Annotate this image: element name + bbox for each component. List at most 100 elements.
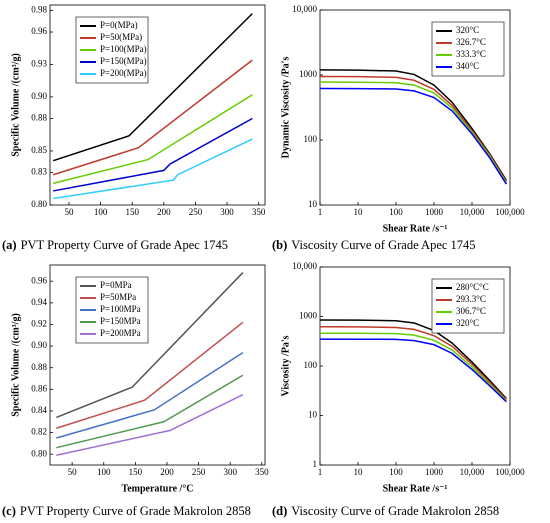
y-tick-label: 0.85 bbox=[31, 145, 47, 155]
legend-label: P=100MPa bbox=[100, 304, 141, 314]
y-tick-label: 100 bbox=[304, 134, 318, 144]
series-line bbox=[56, 351, 244, 439]
y-tick-label: 0.88 bbox=[31, 362, 47, 372]
x-tick-label: 10,000 bbox=[460, 207, 485, 217]
legend-label: P=200MPa bbox=[100, 328, 141, 338]
y-tick-label: 0.82 bbox=[31, 427, 47, 437]
legend-label: 306.7°C bbox=[456, 306, 486, 316]
y-tick-label: 0.90 bbox=[31, 91, 47, 101]
x-tick-label: 1 bbox=[318, 207, 323, 217]
caption: Viscosity Curve of Grade Makrolon 2858 bbox=[291, 504, 499, 518]
y-axis-label: Dynamic Viscosity /Pa's bbox=[280, 57, 291, 159]
legend-label: 340°C bbox=[456, 61, 479, 71]
x-tick-label: 150 bbox=[125, 207, 139, 217]
legend-label: P=200(MPa) bbox=[100, 68, 147, 78]
x-tick-label: 50 bbox=[64, 207, 74, 217]
series-line bbox=[53, 138, 253, 200]
y-tick-label: 0.90 bbox=[31, 340, 47, 350]
plot-frame bbox=[49, 4, 266, 206]
y-tick-label: 0.98 bbox=[31, 4, 47, 14]
legend-label: 280°C°C bbox=[456, 282, 489, 292]
x-tick-label: 100,000 bbox=[495, 467, 525, 477]
legend-label: 320°C bbox=[456, 318, 479, 328]
y-tick-label: 0.80 bbox=[31, 448, 47, 458]
plot-frame bbox=[319, 9, 511, 206]
legend-label: 326.7°C bbox=[456, 37, 486, 47]
y-tick-label: 10,000 bbox=[292, 261, 317, 271]
legend-label: 320°C bbox=[456, 25, 479, 35]
x-tick-label: 150 bbox=[129, 467, 143, 477]
legend-label: P=0(MPa) bbox=[100, 20, 138, 30]
caption: PVT Property Curve of Grade Makrolon 285… bbox=[20, 504, 251, 518]
caption-label: (c) bbox=[2, 504, 16, 518]
legend-label: P=150(MPa) bbox=[100, 56, 147, 66]
y-tick-label: 0.96 bbox=[31, 275, 47, 285]
x-tick-label: 100,000 bbox=[495, 207, 525, 217]
caption-label: (a) bbox=[2, 238, 17, 252]
x-axis-label: Shear Rate /s⁻¹ bbox=[383, 223, 448, 234]
legend-label: P=150MPa bbox=[100, 316, 141, 326]
x-tick-label: 1000 bbox=[425, 467, 444, 477]
y-tick-label: 10 bbox=[308, 199, 318, 209]
x-tick-label: 100 bbox=[389, 467, 403, 477]
y-axis-label: Specific Volume /(cm³/g) bbox=[10, 313, 21, 417]
x-tick-label: 200 bbox=[157, 207, 171, 217]
x-axis-label: Shear Rate /s⁻¹ bbox=[383, 483, 448, 494]
legend-label: P=100(MPa) bbox=[100, 44, 147, 54]
series-line bbox=[319, 75, 507, 182]
x-tick-label: 10 bbox=[354, 207, 364, 217]
x-tick-label: 100 bbox=[389, 207, 403, 217]
y-tick-label: 0.93 bbox=[31, 59, 47, 69]
caption: PVT Property Curve of Grade Apec 1745 bbox=[21, 238, 228, 252]
plot-frame bbox=[49, 264, 266, 466]
x-tick-label: 350 bbox=[255, 467, 269, 477]
legend-label: P=50(MPa) bbox=[100, 32, 142, 42]
series-line bbox=[56, 394, 244, 457]
y-tick-label: 1 bbox=[313, 459, 318, 469]
series-line bbox=[319, 326, 507, 401]
series-line bbox=[56, 374, 244, 449]
legend-label: P=50MPa bbox=[100, 292, 136, 302]
x-tick-label: 350 bbox=[252, 207, 266, 217]
legend-label: P=0MPa bbox=[100, 280, 132, 290]
y-tick-label: 10 bbox=[308, 410, 318, 420]
series-line bbox=[52, 59, 253, 176]
series-line bbox=[52, 94, 253, 185]
y-axis-label: Viscosity /Pa's bbox=[280, 335, 291, 396]
y-tick-label: 1000 bbox=[299, 69, 318, 79]
y-tick-label: 10,000 bbox=[292, 4, 317, 14]
series-line bbox=[319, 332, 507, 402]
x-tick-label: 1000 bbox=[425, 207, 444, 217]
x-axis-label: Temperature /°C bbox=[121, 483, 193, 494]
y-tick-label: 0.80 bbox=[31, 199, 47, 209]
y-tick-label: 0.96 bbox=[31, 26, 47, 36]
caption: Viscosity Curve of Grade Apec 1745 bbox=[291, 238, 475, 252]
series-line bbox=[56, 321, 244, 429]
y-tick-label: 0.88 bbox=[31, 113, 47, 123]
x-tick-label: 1 bbox=[318, 467, 323, 477]
caption-label: (b) bbox=[272, 238, 287, 252]
x-tick-label: 10,000 bbox=[460, 467, 485, 477]
x-tick-label: 250 bbox=[189, 207, 203, 217]
x-tick-label: 200 bbox=[160, 467, 174, 477]
x-tick-label: 250 bbox=[192, 467, 206, 477]
series-line bbox=[319, 338, 507, 403]
y-tick-label: 0.94 bbox=[31, 297, 47, 307]
x-tick-label: 10 bbox=[354, 467, 364, 477]
y-tick-label: 0.83 bbox=[31, 167, 47, 177]
x-tick-label: 50 bbox=[68, 467, 78, 477]
x-tick-label: 300 bbox=[223, 467, 237, 477]
legend-label: 333.3°C bbox=[456, 49, 486, 59]
caption-label: (d) bbox=[272, 504, 287, 518]
y-tick-label: 0.84 bbox=[31, 405, 47, 415]
series-line bbox=[319, 69, 507, 181]
series-line bbox=[319, 81, 507, 184]
legend-label: 293.3°C bbox=[456, 294, 486, 304]
y-axis-label: Specific Volume /(cm³/g) bbox=[10, 53, 21, 157]
y-tick-label: 1000 bbox=[299, 311, 318, 321]
y-tick-label: 100 bbox=[304, 360, 318, 370]
series-line bbox=[53, 117, 253, 192]
series-line bbox=[52, 13, 253, 162]
series-line bbox=[319, 87, 507, 185]
